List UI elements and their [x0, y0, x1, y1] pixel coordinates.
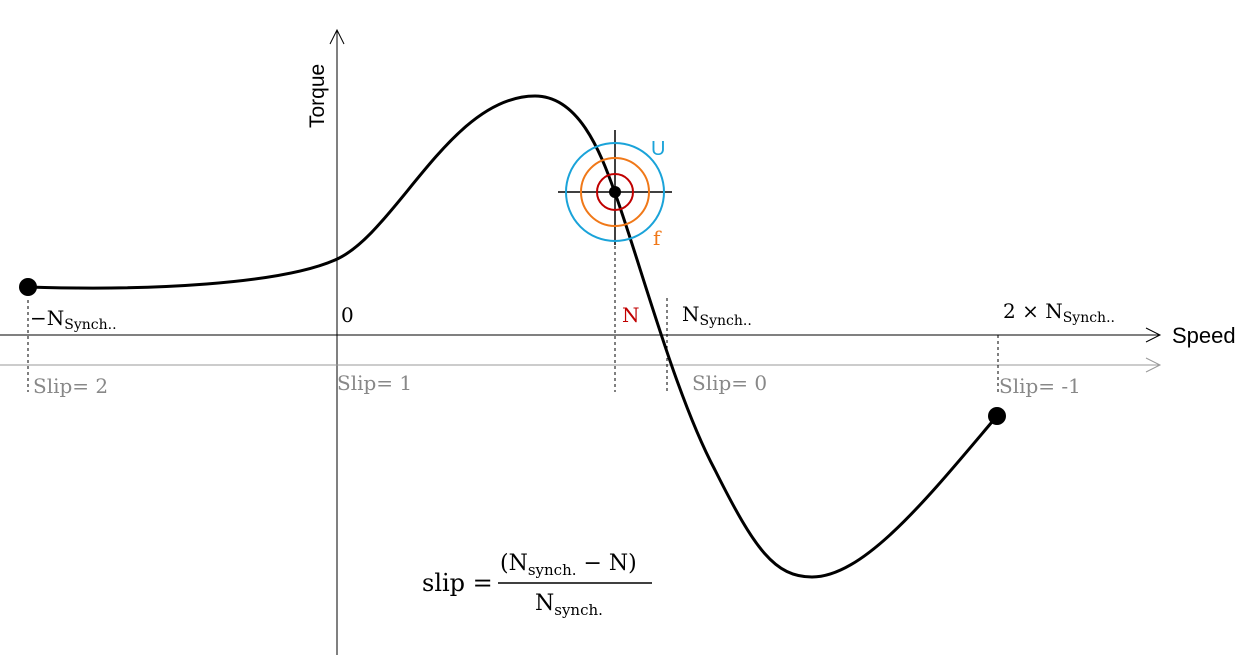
operating-point: U f [558, 130, 672, 250]
formula-denominator: Nsynch. [535, 591, 603, 619]
tick-neg-synch: −NSynch.. [30, 306, 117, 333]
slip-2: Slip= 2 [33, 374, 108, 398]
tick-zero: 0 [341, 303, 354, 327]
speed-axis-arrow [1145, 327, 1162, 343]
endpoint-right [988, 407, 1006, 425]
U-label: U [651, 138, 665, 160]
tick-N: N [622, 303, 640, 327]
slip-neg-1: Slip= -1 [999, 374, 1081, 398]
slip-formula: slip = (Nsynch. − N) Nsynch. [422, 551, 652, 619]
speed-axis-label: Speed [1172, 323, 1236, 348]
f-circle [580, 157, 650, 227]
inner-circle [596, 173, 634, 211]
slip-axis-arrow [1145, 357, 1162, 373]
torque-axis-label: Torque [306, 64, 329, 128]
torque-speed-curve [27, 94, 999, 579]
formula-numerator: (Nsynch. − N) [500, 551, 637, 579]
operating-dot [609, 186, 621, 198]
slip-0: Slip= 0 [692, 371, 767, 395]
endpoint-left [19, 278, 37, 296]
torque-axis-arrow [329, 28, 345, 45]
tick-2synch: 2 × NSynch.. [1003, 299, 1115, 326]
f-label: f [653, 226, 662, 250]
U-circle [565, 142, 665, 242]
slip-1: Slip= 1 [337, 371, 412, 395]
tick-synch: NSynch.. [682, 302, 752, 329]
formula-lhs: slip = [422, 569, 493, 597]
